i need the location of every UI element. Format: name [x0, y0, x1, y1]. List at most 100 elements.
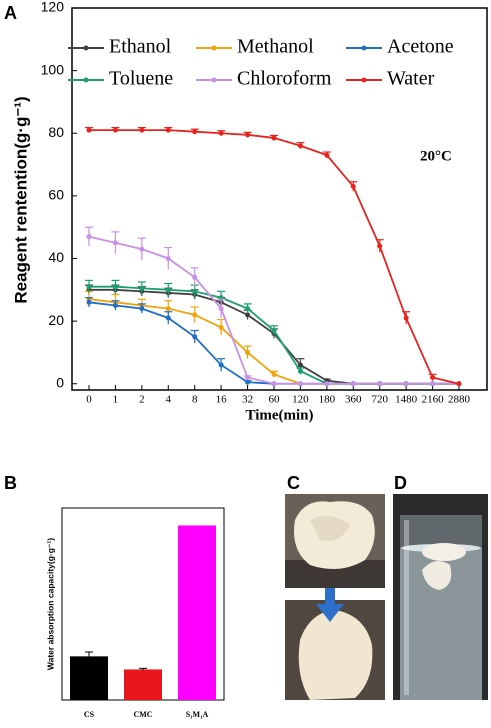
point	[139, 285, 145, 291]
point	[112, 302, 118, 308]
point	[112, 127, 118, 133]
point	[456, 381, 462, 387]
point	[165, 315, 171, 321]
point	[430, 374, 436, 380]
x-tick-label: 16	[216, 394, 228, 406]
legend-marker	[83, 77, 89, 83]
legend-marker	[211, 45, 217, 51]
y-tick-label: 40	[48, 249, 64, 265]
point	[192, 274, 198, 280]
x-tick-label: CMC	[133, 710, 152, 719]
point	[165, 255, 171, 261]
x-tick-label: 32	[242, 394, 253, 406]
point	[139, 306, 145, 312]
point	[245, 374, 251, 380]
x-tick-label: 1	[113, 394, 119, 406]
point	[192, 312, 198, 318]
point	[245, 349, 251, 355]
legend-marker	[211, 77, 217, 83]
point	[377, 243, 383, 249]
point	[324, 152, 330, 158]
point	[245, 132, 251, 138]
point	[218, 362, 224, 368]
x-tick-label: 720	[371, 394, 388, 406]
point	[430, 381, 436, 387]
point	[139, 127, 145, 133]
legend-label: Chloroform	[237, 68, 332, 90]
point	[297, 143, 303, 149]
point	[86, 284, 92, 290]
legend-label: Acetone	[387, 36, 454, 58]
legend-marker	[361, 77, 367, 83]
photo-d	[393, 494, 488, 700]
point	[350, 183, 356, 189]
point	[165, 306, 171, 312]
x-tick-label: 2160	[422, 394, 445, 406]
legend-marker	[361, 45, 367, 51]
series-line	[89, 129, 460, 385]
annotation: 20°C	[420, 148, 452, 164]
y-tick-label: 80	[48, 124, 64, 140]
point	[245, 312, 251, 318]
x-tick-label: 360	[345, 394, 362, 406]
point	[112, 284, 118, 290]
point	[165, 127, 171, 133]
point	[271, 371, 277, 377]
point	[86, 127, 92, 133]
legend-label: Water	[387, 68, 435, 90]
point	[271, 328, 277, 334]
y-tick-label: 120	[41, 0, 65, 15]
bar	[124, 669, 162, 700]
panel-label: D	[394, 473, 407, 493]
point	[218, 306, 224, 312]
y-tick-label: 0	[56, 374, 64, 390]
point	[350, 381, 356, 387]
point	[86, 299, 92, 305]
point	[86, 234, 92, 240]
x-tick-label: 180	[319, 394, 336, 406]
point	[218, 324, 224, 330]
point	[192, 288, 198, 294]
x-tick-label: 2	[139, 394, 145, 406]
point	[245, 379, 251, 385]
point	[324, 381, 330, 387]
point	[297, 368, 303, 374]
point	[112, 240, 118, 246]
x-axis-label: Time(min)	[245, 407, 313, 423]
point	[192, 129, 198, 135]
point	[297, 381, 303, 387]
legend-label: Methanol	[237, 36, 314, 58]
panel-label: C	[287, 473, 300, 493]
y-axis-label: Reagent rentention(g·g⁻¹)	[11, 96, 30, 303]
plot-frame	[71, 7, 488, 391]
point	[271, 135, 277, 141]
x-tick-label: 60	[269, 394, 281, 406]
legend-label: Toluene	[109, 68, 173, 90]
photo-c	[285, 494, 385, 700]
panel-label: B	[4, 473, 17, 493]
legend-marker	[83, 45, 89, 51]
x-tick-label: S₁M₁A	[186, 710, 209, 719]
bar	[178, 525, 216, 700]
point	[218, 130, 224, 136]
y-tick-label: 60	[48, 187, 64, 203]
y-tick-label: 20	[48, 312, 64, 328]
point	[165, 287, 171, 293]
point	[403, 381, 409, 387]
x-tick-label: 4	[166, 394, 172, 406]
x-tick-label: 2880	[448, 394, 471, 406]
x-tick-label: CS	[84, 710, 95, 719]
x-tick-label: 0	[86, 394, 92, 406]
point	[245, 306, 251, 312]
point	[192, 334, 198, 340]
legend-label: Ethanol	[109, 36, 172, 58]
point	[403, 315, 409, 321]
y-tick-label: 100	[41, 61, 65, 77]
panel-label: A	[4, 3, 17, 23]
bar	[70, 656, 108, 700]
point	[297, 362, 303, 368]
x-tick-label: 120	[292, 394, 309, 406]
x-tick-label: 1480	[395, 394, 418, 406]
y-axis-label: Water absorption capacity(g·g⁻¹)	[45, 538, 55, 670]
